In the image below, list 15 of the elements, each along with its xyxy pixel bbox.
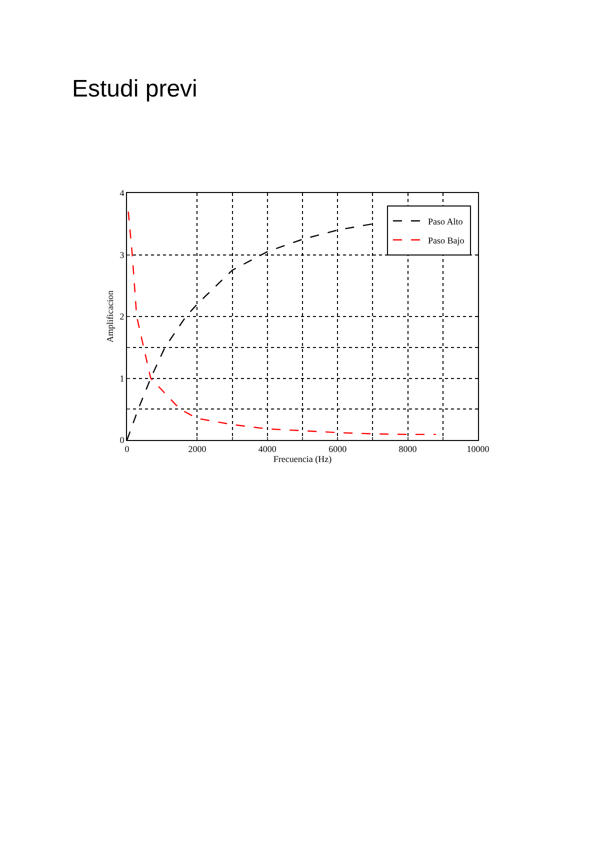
x-axis-title: Frecuencia (Hz)	[273, 454, 332, 464]
y-tick-label: 2	[120, 312, 124, 322]
y-tick-label: 0	[120, 435, 125, 446]
x-tick-label: 2000	[188, 444, 207, 454]
x-tick-label: 8000	[398, 444, 418, 454]
x-tick-label: 10000	[466, 444, 490, 454]
y-tick-label: 1	[120, 373, 124, 384]
y-tick-label: 3	[120, 250, 125, 260]
legend-label: Paso Alto	[428, 216, 464, 226]
x-tick-label: 4000	[258, 444, 277, 454]
x-tick-label: 6000	[328, 444, 348, 454]
legend-label: Paso Bajo	[428, 235, 465, 246]
y-tick-label: 4	[120, 188, 125, 198]
y-axis-title: Amplificacion	[105, 290, 116, 342]
chart-title: Estudi previ	[72, 75, 198, 102]
